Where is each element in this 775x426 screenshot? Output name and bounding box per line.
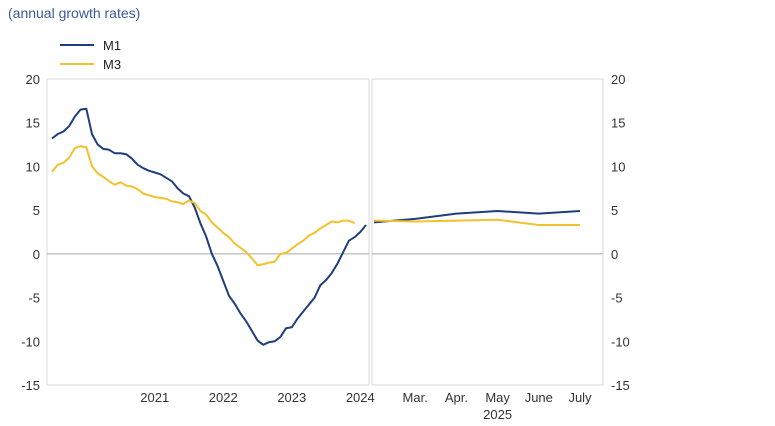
series-line-m1-right [373,210,581,224]
right-panel-frame [371,78,604,386]
y-tick-label-left: 5 [33,203,40,218]
series-line-m3-right [373,218,580,226]
y-tick-label-right: 15 [611,116,625,131]
y-tick-label-right: 10 [611,159,625,174]
x-tick-label-month: May [485,390,510,405]
legend-label-m3: M3 [103,57,121,72]
y-tick-label-left: 20 [26,72,40,87]
x-tick-label-month: Mar. [403,390,428,405]
y-tick-label-right: -5 [611,291,623,306]
y-tick-label-left: 10 [26,159,40,174]
y-tick-label-left: -5 [28,291,40,306]
y-tick-label-right: 5 [611,203,618,218]
chart-subtitle: (annual growth rates) [8,5,141,21]
x-tick-label-year: 2023 [277,390,306,405]
x-tick-label-year: 2022 [209,390,238,405]
series-line-m1-left [51,107,367,346]
y-tick-label-right: 20 [611,72,625,87]
legend-label-m1: M1 [103,38,121,53]
series-line-m3-left [51,145,356,267]
y-tick-label-left: 0 [33,247,40,262]
x-tick-label-month: July [568,390,592,405]
y-tick-label-left: -10 [21,334,40,349]
y-tick-label-left: 15 [26,116,40,131]
x-tick-label-year: 2024 [346,390,375,405]
y-tick-label-right: -15 [611,378,630,393]
y-tick-label-right: 0 [611,247,618,262]
y-tick-label-left: -15 [21,378,40,393]
x-year-label-2025: 2025 [483,407,512,422]
x-tick-label-month: June [525,390,553,405]
x-tick-label-year: 2021 [140,390,169,405]
x-tick-label-month: Apr. [445,390,468,405]
y-tick-label-right: -10 [611,334,630,349]
left-panel-frame [46,78,370,386]
